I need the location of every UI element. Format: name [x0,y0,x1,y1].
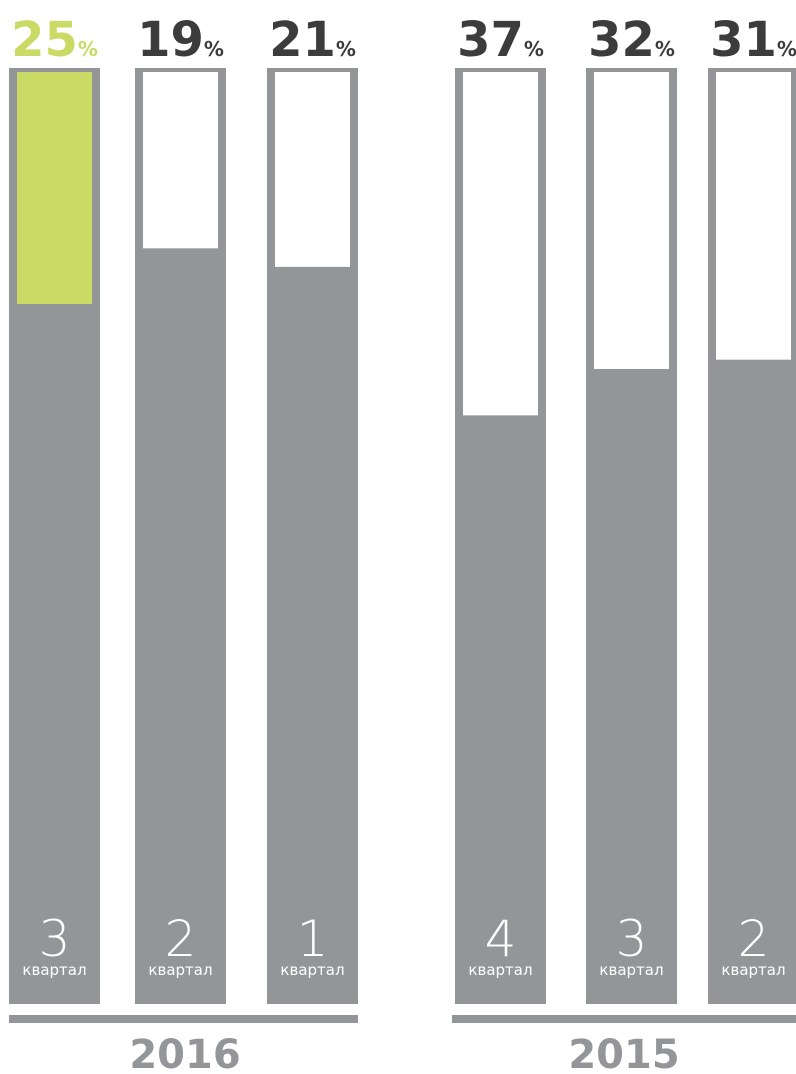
value-unit: % [524,37,544,61]
value-label-2015-q4: 37% [457,12,544,68]
quarter-number-2015-q3: 3 [616,910,648,968]
quarter-word-2015-q2: квартал [721,961,785,979]
quarter-word-2015-q4: квартал [468,961,532,979]
value-number: 19 [137,12,204,68]
value-label-2016-q2: 19% [137,12,224,68]
value-number: 32 [588,12,655,68]
bar-fill-2016-q1 [275,72,350,267]
year-label-2016: 2016 [129,1032,240,1074]
bar-fill-2016-q3 [17,72,92,304]
quarter-number-2016-q2: 2 [165,910,197,968]
quarter-word-2015-q3: квартал [599,961,663,979]
quarter-word-2016-q2: квартал [148,961,212,979]
value-label-2015-q3: 32% [588,12,675,68]
bar-fill-2015-q2 [716,72,791,360]
value-unit: % [336,37,356,61]
bar-fill-2015-q4 [463,72,538,416]
value-number: 25 [11,12,78,68]
bar-fill-2015-q3 [594,72,669,369]
value-number: 31 [710,12,777,68]
value-number: 37 [457,12,524,68]
value-label-2015-q2: 31% [710,12,796,68]
quarter-word-2016-q3: квартал [22,961,86,979]
quarter-number-2016-q1: 1 [297,910,329,968]
year-label-2015: 2015 [568,1032,679,1074]
quarter-number-2015-q2: 2 [738,910,770,968]
quarter-number-2015-q4: 4 [485,910,517,968]
quarter-number-2016-q3: 3 [39,910,71,968]
value-label-2016-q1: 21% [269,12,356,68]
bar-fill-2016-q2 [143,72,218,249]
year-rule-2016 [9,1015,358,1023]
value-unit: % [78,37,98,61]
value-number: 21 [269,12,336,68]
value-unit: % [204,37,224,61]
value-unit: % [777,37,796,61]
value-unit: % [655,37,675,61]
year-rule-2015 [452,1015,796,1023]
quarter-word-2016-q1: квартал [280,961,344,979]
value-label-2016-q3: 25% [11,12,98,68]
